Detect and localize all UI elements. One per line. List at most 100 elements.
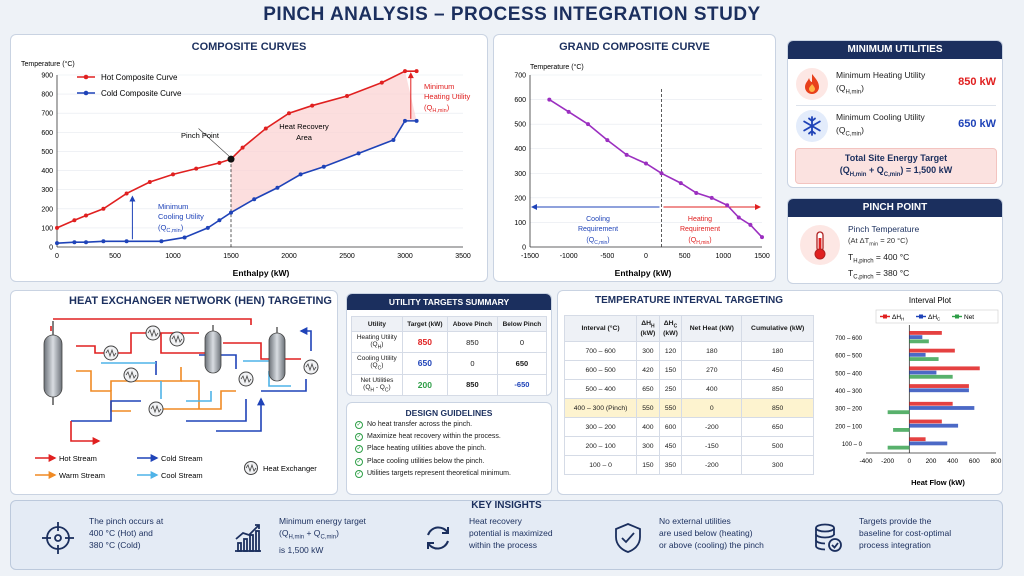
ip-category-label: 100 – 0 <box>842 442 863 448</box>
ip-bar <box>909 374 953 379</box>
cc-legend-hot: Hot Composite Curve <box>101 73 178 82</box>
gcc-point <box>725 203 730 208</box>
ip-bar <box>909 406 975 410</box>
svg-text:Area: Area <box>296 133 313 142</box>
list-item: ✓ Place cooling utilities below the pinch… <box>355 457 485 466</box>
ip-bar <box>909 339 929 344</box>
min-util-title: MINIMUM UTILITIES <box>788 41 1002 59</box>
cooling-utility-row: Minimum Cooling Utility (QC,min) 650 kW <box>796 107 996 145</box>
ip-x-tick: 400 <box>947 458 958 465</box>
ip-x-tick: 600 <box>969 458 980 465</box>
temp-interval-table: Interval (°C) ΔHH (kW) ΔHC (kW) Net Heat (… <box>563 315 814 475</box>
cold-point <box>321 164 326 169</box>
ip-bar <box>909 335 923 340</box>
cc-x-tick: 2500 <box>339 253 355 260</box>
cold-point <box>217 218 222 223</box>
cold-point <box>84 240 88 245</box>
cc-ann-hot: Minimum <box>424 82 454 91</box>
heat-exchanger-coil <box>305 362 317 372</box>
legend-warm-stream: Warm Stream <box>59 471 105 480</box>
pinch-leader <box>198 128 230 157</box>
target-icon <box>42 522 74 554</box>
heat-exchanger-coil <box>240 374 252 384</box>
hot-point <box>310 103 315 108</box>
interval-plot-x-label: Heat Flow (kW) <box>911 478 965 487</box>
cc-y-tick: 700 <box>41 111 53 118</box>
cold-point <box>391 137 396 142</box>
ip-bar <box>909 388 969 393</box>
cc-x-tick: 3000 <box>397 253 413 260</box>
check-icon: ✓ <box>355 433 363 442</box>
gcc-y-label: Temperature (°C) <box>530 63 584 71</box>
table-row: 100 – 0 150 350 -200 300 <box>563 455 814 475</box>
hot-point <box>345 94 349 99</box>
heat-exchanger-coil <box>125 370 137 380</box>
cold-point <box>72 240 77 245</box>
check-icon: ✓ <box>355 469 363 478</box>
util-summary-title: UTILITY TARGETS SUMMARY <box>347 294 551 310</box>
table-row-pinch: 400 – 300 (Pinch) 550 550 0 850 <box>563 398 814 418</box>
temp-interval-title: TEMPERATURE INTERVAL TARGETING <box>595 295 783 306</box>
cold-point <box>356 151 361 156</box>
svg-text:Net: Net <box>964 314 974 321</box>
hot-point <box>194 166 199 171</box>
cc-x-tick: 2000 <box>281 253 297 260</box>
ip-bar <box>909 437 926 442</box>
interval-plot: Interval Plot ΔHH ΔHC Net -400 -200 0 200 40… <box>835 296 1002 487</box>
heat-exchanger-coil <box>147 328 159 338</box>
hen-title: HEAT EXCHANGER NETWORK (HEN) TARGETING <box>69 295 332 307</box>
guidelines-list: ✓ No heat transfer across the pinch. ✓ Max… <box>355 419 511 480</box>
interval-plot-title: Interval Plot <box>909 296 952 305</box>
gcc-y-tick: 300 <box>514 171 526 178</box>
svg-text:Cooling Utility: Cooling Utility <box>158 212 204 221</box>
gcc-point <box>547 97 552 102</box>
cc-ann-cold: Minimum <box>158 202 188 211</box>
check-icon: ✓ <box>355 421 363 429</box>
cc-y-tick: 0 <box>49 245 53 252</box>
gcc-point <box>644 161 648 166</box>
cooling-arrowhead <box>531 204 537 210</box>
gcc-chart: Temperature (°C) Enthalpy (kW) 0 100 200 30… <box>514 63 770 278</box>
gcc-y-tick: 400 <box>514 146 526 153</box>
hot-point <box>403 69 407 74</box>
cold-point <box>414 118 419 123</box>
hot-point <box>263 126 268 131</box>
heat-recovery-area <box>231 71 417 213</box>
cold-point <box>101 239 106 244</box>
thermometer-icon <box>800 225 840 265</box>
gcc-line <box>548 98 763 238</box>
list-item: ✓ Place heating utilities above the pinch… <box>355 445 487 454</box>
ip-bar <box>893 428 910 432</box>
pinch-point-marker <box>227 155 235 163</box>
hot-point <box>217 160 222 165</box>
cold-composite-line <box>56 120 417 244</box>
gcc-point <box>624 152 629 157</box>
flame-icon <box>796 68 828 100</box>
hot-point <box>379 80 384 85</box>
ip-bar <box>909 423 959 428</box>
cold-point <box>275 185 280 190</box>
gcc-point <box>748 222 753 227</box>
ip-category-label: 700 – 600 <box>835 336 862 342</box>
gcc-point <box>760 235 764 240</box>
page-title: PINCH ANALYSIS – PROCESS INTEGRATION STU… <box>263 4 761 25</box>
hot-point <box>84 213 88 218</box>
gcc-x-tick: -1500 <box>521 253 539 260</box>
gcc-y-tick: 0 <box>522 245 526 252</box>
utility-summary-panel: UTILITY TARGETS SUMMARY Utility Target (k… <box>346 293 552 396</box>
cc-y-tick: 100 <box>41 225 53 232</box>
gcc-y-tick: 200 <box>514 195 526 202</box>
svg-text:ΔHH: ΔHH <box>892 314 904 322</box>
gcc-title: GRAND COMPOSITE CURVE <box>559 41 710 53</box>
ip-x-tick: 200 <box>926 458 937 465</box>
cold-point <box>229 210 233 215</box>
gcc-y-tick: 600 <box>514 97 526 104</box>
reactor-vessel-icon <box>204 325 222 374</box>
cc-y-tick: 900 <box>41 73 53 80</box>
cold-pinch-temp: TC,pinch = 380 °C <box>848 268 910 281</box>
shield-check-icon <box>615 523 641 553</box>
ip-bar <box>909 384 969 388</box>
gcc-point <box>605 138 610 143</box>
hot-point <box>124 191 129 196</box>
ip-bar <box>887 445 910 450</box>
